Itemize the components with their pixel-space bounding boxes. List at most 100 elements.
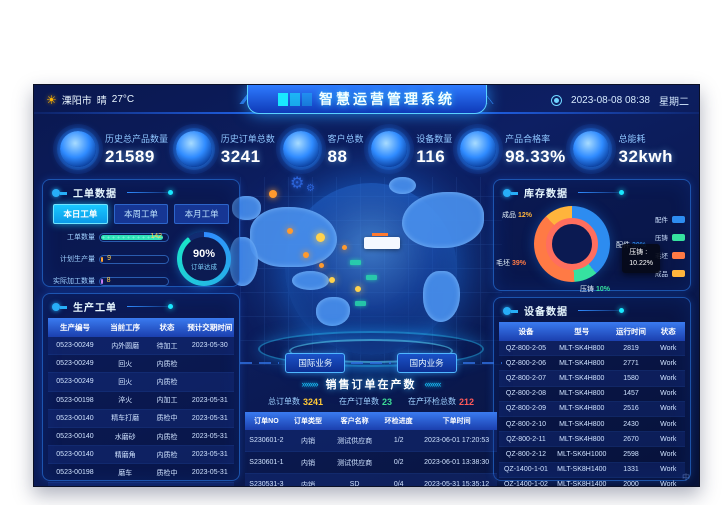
table-cell: 0/4 bbox=[381, 473, 417, 486]
workorder-bars: 工单数量 142 计划生产量 9 实际加工数量 8 bbox=[47, 232, 169, 286]
dash-line bbox=[462, 362, 503, 364]
legend-item: 成品 bbox=[655, 268, 685, 278]
table-cell: Work bbox=[651, 341, 685, 357]
bar-fill bbox=[101, 234, 164, 240]
weather-widget: ☀ 溧阳市 晴 27°C bbox=[46, 92, 135, 108]
table-cell: 0/2 bbox=[381, 451, 417, 474]
table-row: QZ-800-2-11 MLT-SK4H800 2670 Work bbox=[499, 431, 685, 448]
gear-icon: ⚙ bbox=[306, 183, 315, 194]
map-label-badge bbox=[350, 259, 362, 265]
table-cell: 测试供应商 bbox=[328, 451, 382, 474]
production-panel-title: 生产工单 bbox=[43, 294, 239, 316]
table-row: S230601-1 内销 测试供应商 0/2 2023-06-01 13:38:30 bbox=[245, 451, 497, 474]
table-cell: 内加工 bbox=[148, 391, 186, 410]
table-cell: 内质检 bbox=[148, 354, 186, 374]
table-cell bbox=[185, 482, 234, 486]
dash-line bbox=[240, 362, 280, 364]
kpi-text: 历史总产品数量 21589 bbox=[105, 132, 168, 167]
work-order-tab[interactable]: 本周工单 bbox=[113, 204, 169, 224]
inventory-legend: 配件 压铸 毛坯 成品 bbox=[655, 214, 685, 278]
column-header: 运行时间 bbox=[610, 322, 652, 341]
work-order-tab[interactable]: 本日工单 bbox=[53, 204, 108, 224]
stat-value: 3241 bbox=[302, 396, 323, 407]
bar-fill bbox=[101, 278, 103, 284]
table-cell: 水磨砂 bbox=[101, 427, 149, 447]
map-marker bbox=[329, 276, 336, 283]
table-cell: Work bbox=[651, 462, 685, 478]
table-cell: 1580 bbox=[610, 370, 652, 387]
table-row: QZ-800-2-05 MLT-SK4H800 2819 Work bbox=[499, 341, 685, 357]
domestic-business-button[interactable]: 国内业务 bbox=[396, 353, 457, 373]
device-table-header: 设备 型号 运行时间 状态 bbox=[499, 322, 685, 341]
sales-title-row: »»»» 销售订单在产数 «««« bbox=[240, 376, 502, 392]
map-landmass bbox=[423, 271, 461, 322]
map-marker bbox=[342, 244, 348, 250]
table-cell: 内外圆磨 bbox=[101, 337, 149, 356]
table-cell: 回火 bbox=[101, 372, 149, 392]
table-cell: 质检中 bbox=[148, 409, 186, 428]
table-row: QZ-800-2-12 MLT-SK6H1000 2598 Work bbox=[499, 446, 685, 463]
kpi-text: 产品合格率 98.33% bbox=[505, 132, 566, 167]
kpi-item: 历史订单总数 3241 bbox=[175, 131, 275, 167]
bar-label: 工单数量 bbox=[67, 234, 95, 241]
production-order-panel: 生产工单 生产编号 当前工序 状态 预计交期时间 0523-00249 内外圆磨 待加工 2… bbox=[42, 293, 240, 486]
kpi-orb-icon bbox=[460, 131, 497, 167]
map-landmass bbox=[229, 237, 259, 287]
map-landmass bbox=[402, 192, 484, 249]
table-cell: 0523-00198 bbox=[48, 391, 102, 410]
table-cell: QZ-1400-1-02 bbox=[499, 477, 553, 486]
device-title-label: 设备数据 bbox=[524, 307, 568, 318]
table-cell: Work bbox=[651, 370, 685, 387]
workorder-tabs: 本日工单 本周工单 本月工单 bbox=[43, 202, 239, 227]
table-row: QZ-800-2-08 MLT-SK4H800 1457 Work bbox=[499, 386, 685, 402]
platform-ring bbox=[258, 331, 484, 367]
table-cell: 0523-00249 bbox=[48, 337, 102, 356]
international-business-button[interactable]: 国际业务 bbox=[285, 353, 346, 373]
bar-track: 8 bbox=[99, 276, 169, 286]
business-buttons-row: 国际业务 国内业务 bbox=[240, 353, 503, 373]
table-row: 0523-00249 回火 内质检 bbox=[48, 354, 234, 374]
table-cell: Work bbox=[651, 446, 685, 463]
inventory-donut-chart[interactable] bbox=[534, 206, 610, 282]
table-cell: 2023-05-30 bbox=[185, 337, 234, 356]
kpi-orb-icon bbox=[573, 131, 610, 167]
stat-label: 在产订单数 bbox=[338, 397, 379, 406]
table-row: QZ-1400-1-01 MLT-SK8H1400 1331 Work bbox=[499, 462, 685, 478]
city-label: 溧阳市 bbox=[61, 96, 92, 107]
production-table-body: 0523-00249 内外圆磨 待加工 2023-05-30 0523-00249 回火内… bbox=[48, 337, 234, 486]
segment-name: 压铸 bbox=[580, 286, 594, 293]
temperature-label: 27°C bbox=[111, 94, 135, 105]
kpi-item: 产品合格率 98.33% bbox=[460, 131, 566, 167]
order-completion-gauge: 90% 订单达成 bbox=[177, 232, 231, 286]
table-cell: 内销 bbox=[287, 430, 329, 452]
device-table-body: QZ-800-2-05 MLT-SK4H800 2819 Work QZ-800-2-0… bbox=[499, 341, 685, 486]
sales-table-body: S230601-2 内销 测试供应商 1/2 2023-06-01 17:20:53 S2… bbox=[245, 430, 497, 486]
table-cell: 2023-05-31 bbox=[185, 409, 234, 428]
stat-label: 总订单数 bbox=[267, 397, 300, 406]
table-row: 0523-00140 精磨角 内质检 2023-05-31 bbox=[48, 445, 234, 465]
arrows-left-decoration: »»»» bbox=[301, 379, 318, 389]
inventory-panel-title: 库存数据 bbox=[494, 180, 690, 202]
table-cell: 1/2 bbox=[381, 430, 417, 452]
stat-label: 在产环检总数 bbox=[408, 397, 456, 406]
production-table-header: 生产编号 当前工序 状态 预计交期时间 bbox=[48, 318, 234, 337]
weekday-label: 星期二 bbox=[659, 97, 689, 108]
table-cell: 2023-06-01 13:38:30 bbox=[416, 451, 497, 474]
legend-label: 配件 bbox=[655, 217, 668, 224]
map-label-badge bbox=[355, 301, 367, 307]
table-cell: 1457 bbox=[610, 386, 652, 402]
title-line-decoration bbox=[127, 190, 173, 195]
dashboard-screen: ☀ 溧阳市 晴 27°C 智慧运营管理系统 2023-08-08 08:38 星… bbox=[33, 84, 700, 487]
table-cell: MLT-SK8H1400 bbox=[552, 462, 611, 478]
production-title-label: 生产工单 bbox=[73, 303, 117, 314]
table-cell: 内质检 bbox=[148, 445, 186, 465]
work-order-tab[interactable]: 本月工单 bbox=[174, 204, 230, 224]
table-cell: MLT-SK8H1400 bbox=[552, 477, 611, 486]
table-row: 0523-00198 淬火 内加工 2023-05-31 bbox=[48, 391, 234, 410]
table-row: QZ-800-2-09 MLT-SK4H800 2516 Work bbox=[499, 401, 685, 417]
table-cell: MLT-SK4H800 bbox=[552, 370, 611, 387]
kpi-label: 历史订单总数 bbox=[220, 133, 275, 144]
donut-segment-label: 压铸 10% bbox=[580, 284, 610, 294]
